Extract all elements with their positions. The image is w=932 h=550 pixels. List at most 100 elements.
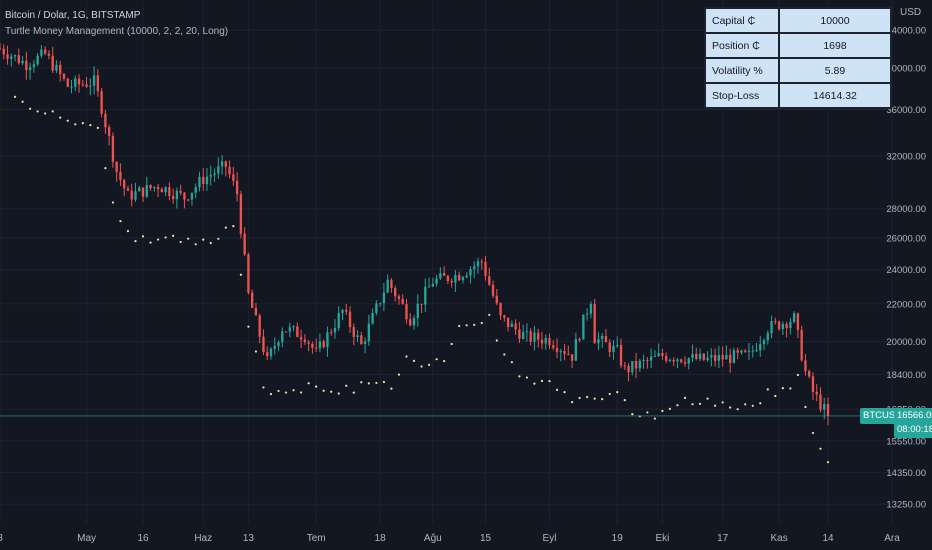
indicator-title[interactable]: Turtle Money Management (10000, 2, 2, 20…	[5, 26, 229, 37]
candle-body	[766, 333, 769, 341]
stop-loss-dot	[172, 234, 175, 237]
candle-body	[141, 187, 145, 197]
stop-loss-dot	[299, 391, 303, 394]
candle-body	[77, 78, 81, 85]
candle-body	[446, 275, 450, 281]
candle-body	[514, 323, 517, 330]
last-price-tag: 16566.00	[894, 407, 932, 424]
candle-body	[540, 339, 544, 344]
candle-body	[416, 303, 419, 319]
candle-body	[363, 341, 367, 345]
candle-body	[759, 344, 762, 351]
stop-loss-dot	[420, 365, 423, 368]
candle-body	[597, 339, 600, 344]
candle-body	[123, 180, 126, 189]
candle-body	[695, 353, 698, 359]
stop-loss-dot	[676, 404, 679, 407]
table-row: Capital ₵ 10000	[704, 7, 892, 34]
candle-body	[348, 311, 352, 328]
candle-body	[710, 355, 713, 358]
stop-loss-dot	[134, 240, 137, 243]
candle-body	[435, 278, 438, 284]
stop-loss-dot	[104, 167, 107, 170]
candle-body	[465, 275, 468, 278]
candle-body	[642, 360, 645, 362]
candle-body	[804, 360, 807, 372]
stop-loss-dot	[751, 404, 754, 407]
stop-loss-dot	[488, 313, 491, 317]
candle-body	[119, 171, 122, 181]
candle-body	[657, 353, 660, 356]
candle-body	[424, 286, 427, 305]
candle-body	[213, 173, 216, 176]
candle-body	[755, 350, 758, 352]
candle-body	[567, 353, 570, 355]
candle-body	[96, 75, 100, 92]
candle-body	[202, 176, 205, 185]
stop-loss-dot	[352, 391, 355, 394]
stop-loss-dot	[661, 409, 664, 413]
table-row: Stop-Loss 14614.32	[704, 82, 892, 109]
candle-body	[529, 331, 532, 342]
candle-body	[638, 360, 641, 369]
candle-body	[574, 339, 578, 361]
stop-loss-value: 14614.32	[778, 82, 892, 109]
stop-loss-dot	[721, 401, 724, 404]
candle-body	[307, 342, 310, 344]
stop-loss-dot	[36, 110, 39, 113]
candle-body	[646, 360, 649, 362]
candle-body	[593, 303, 596, 344]
candle-body	[341, 309, 344, 314]
candle-body	[777, 321, 781, 330]
stop-loss-dot	[322, 389, 325, 392]
candle-body	[130, 190, 133, 200]
chart-legend: Bitcoin / Dolar, 1G, BITSTAMP Turtle Mon…	[5, 8, 228, 40]
x-tick-label: Tem	[307, 533, 326, 544]
stop-loss-dot	[13, 95, 17, 98]
capital-value: 10000	[778, 7, 892, 34]
candle-body	[25, 60, 28, 71]
y-tick-label: 44000.00	[886, 26, 926, 37]
candle-body	[43, 49, 47, 54]
candle-body	[616, 345, 619, 347]
candle-body	[687, 358, 690, 364]
candle-body	[228, 166, 231, 175]
time-axis[interactable]: 8 May 16 Haz 13 Tem 18 Ağu 15 Eyl 19 Eki 17 Kas 14 Ara	[0, 533, 900, 544]
candle-body	[826, 404, 830, 416]
stop-loss-dot	[390, 387, 393, 390]
stop-loss-dot	[284, 391, 288, 394]
candle-body	[220, 161, 224, 167]
stop-loss-dot	[254, 350, 258, 353]
candle-body	[789, 321, 792, 329]
candle-body	[676, 359, 679, 362]
candle-body	[59, 64, 62, 75]
candle-body	[627, 366, 630, 373]
stop-loss-dot	[435, 358, 438, 361]
x-tick-label: 18	[375, 533, 387, 544]
x-tick-label: 15	[480, 533, 492, 544]
candle-body	[40, 49, 43, 56]
candle-body	[476, 261, 480, 267]
stop-loss-dot	[766, 388, 769, 391]
candle-body	[706, 357, 709, 360]
candle-body	[491, 284, 495, 296]
candle-body	[649, 356, 653, 361]
candle-body	[187, 199, 190, 201]
stop-loss-dot	[744, 403, 747, 406]
stop-loss-dot	[555, 388, 559, 391]
candle-body	[100, 91, 103, 114]
candle-body	[774, 321, 777, 323]
candle-body	[179, 190, 182, 193]
x-tick-label: 17	[717, 533, 729, 544]
candle-body	[525, 331, 529, 333]
stop-loss-dot	[66, 119, 69, 122]
candle-body	[386, 279, 389, 293]
candle-body	[262, 336, 265, 353]
y-tick-label: 15550.00	[886, 436, 926, 447]
candle-body	[314, 347, 318, 349]
candle-body	[138, 187, 141, 192]
currency-label: USD	[900, 7, 922, 18]
table-row: Position ₵ 1698	[704, 32, 892, 59]
candle-body	[570, 354, 574, 361]
symbol-title[interactable]: Bitcoin / Dolar, 1G, BITSTAMP	[5, 10, 141, 21]
